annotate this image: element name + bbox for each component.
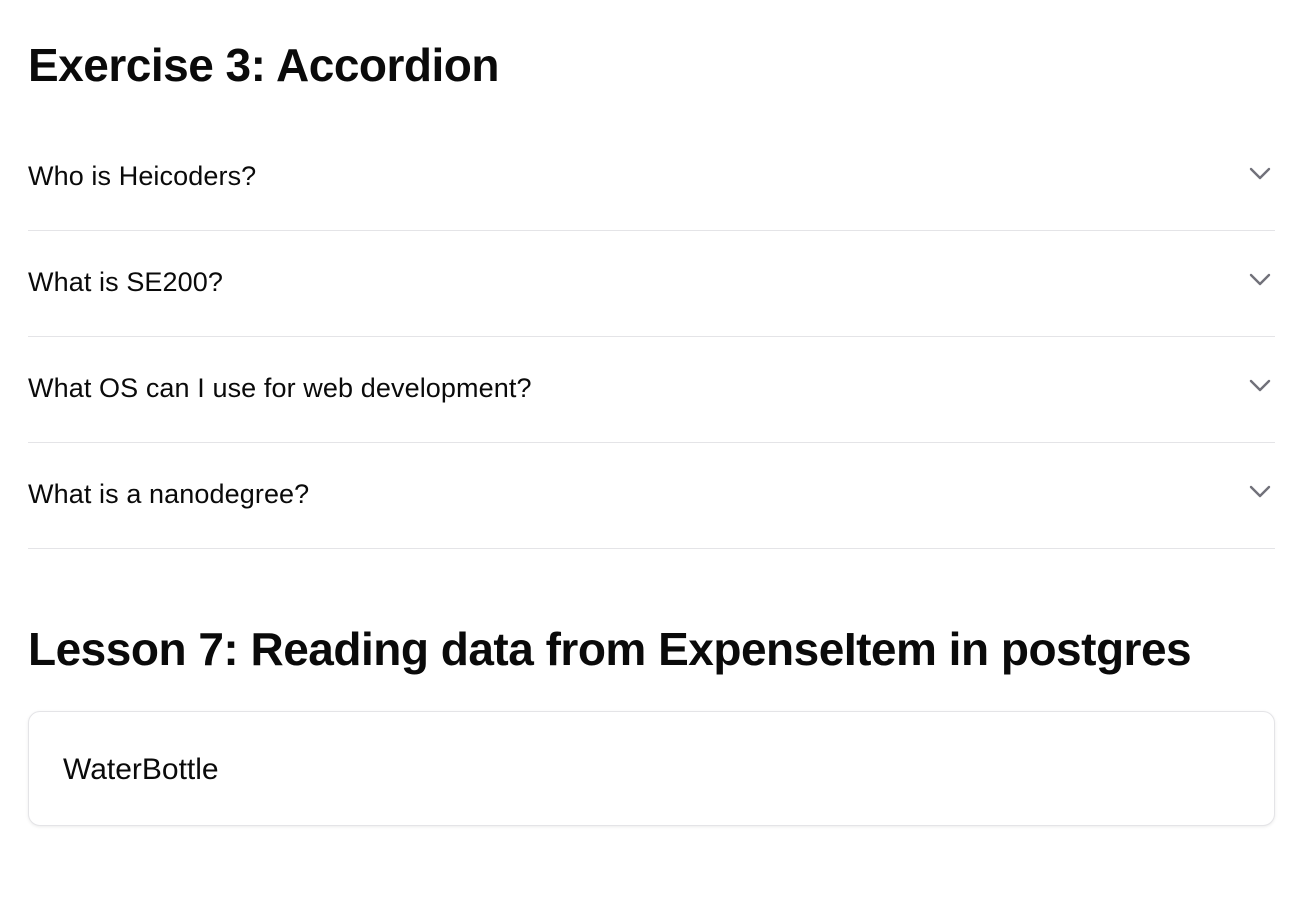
lesson-title: Lesson 7: Reading data from ExpenseItem …	[28, 623, 1192, 675]
chevron-down-icon	[1249, 379, 1271, 393]
accordion-trigger-label: What is SE200?	[28, 267, 224, 297]
accordion-trigger-label: What is a nanodegree?	[28, 479, 310, 509]
chevron-down-icon	[1249, 167, 1271, 181]
chevron-down-icon	[1249, 485, 1271, 499]
expense-item-name: WaterBottle	[63, 753, 219, 786]
accordion-item-os[interactable]: What OS can I use for web development?	[28, 337, 1275, 443]
exercise-title: Exercise 3: Accordion	[28, 39, 500, 91]
accordion-trigger-label: Who is Heicoders?	[28, 161, 257, 191]
accordion-item-se200[interactable]: What is SE200?	[28, 231, 1275, 337]
accordion-item-heicoders[interactable]: Who is Heicoders?	[28, 125, 1275, 231]
accordion: Who is Heicoders? What is SE200? What OS…	[28, 125, 1275, 549]
expense-item-card: WaterBottle	[28, 711, 1275, 826]
chevron-down-icon	[1249, 273, 1271, 287]
accordion-trigger-label: What OS can I use for web development?	[28, 373, 532, 403]
accordion-item-nanodegree[interactable]: What is a nanodegree?	[28, 443, 1275, 549]
